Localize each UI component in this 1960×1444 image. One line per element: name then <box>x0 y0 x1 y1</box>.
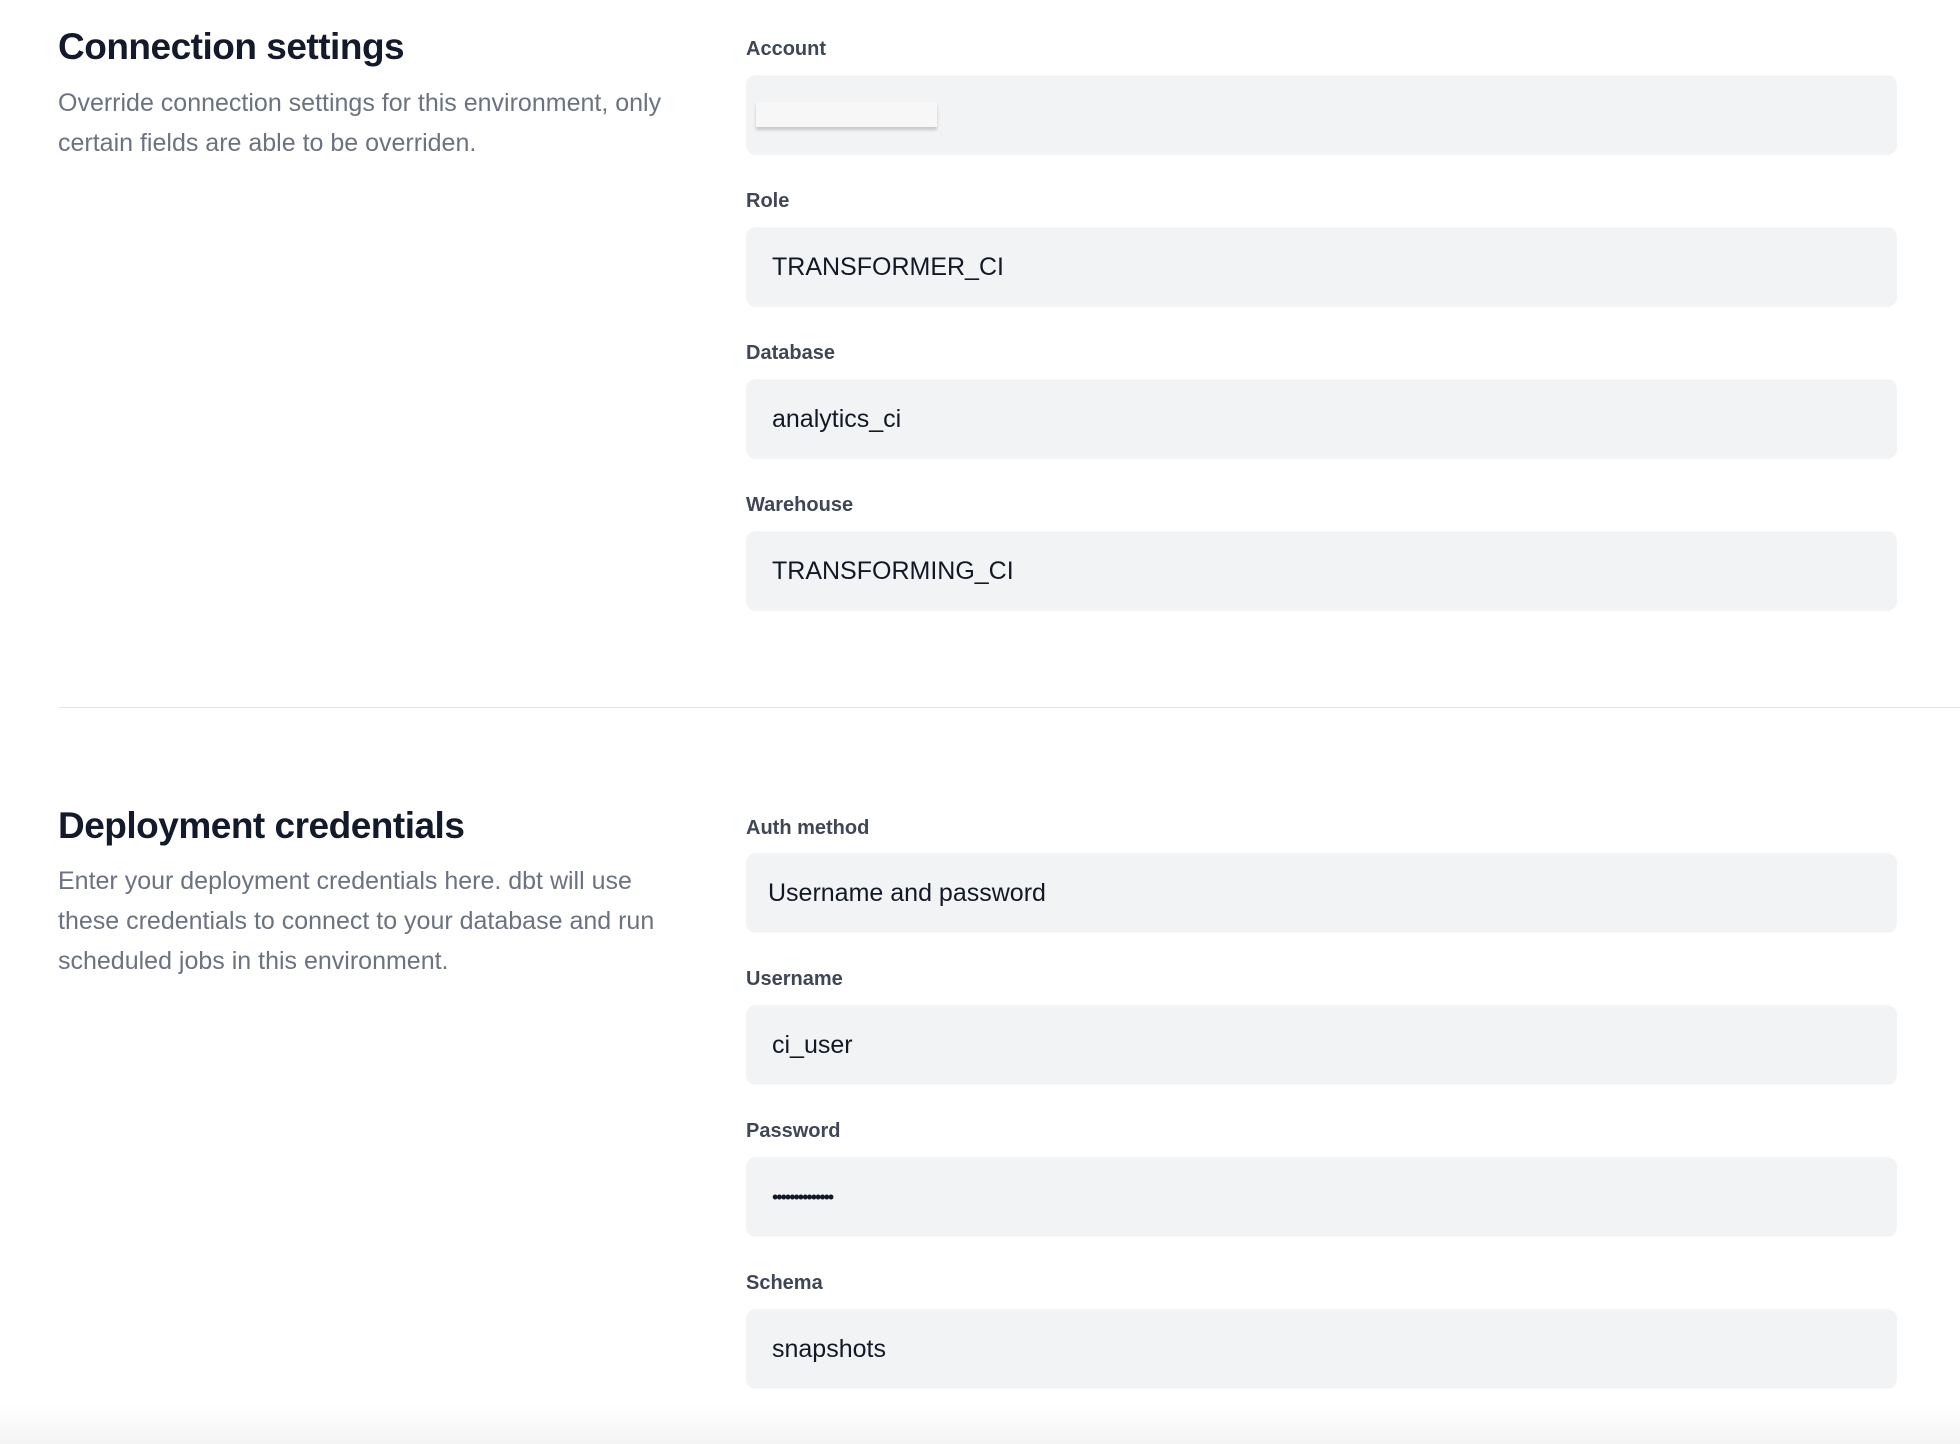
schema-label: Schema <box>746 1272 823 1294</box>
section-title: Connection settings <box>58 26 405 67</box>
password-label: Password <box>746 1120 841 1142</box>
redacted-value <box>756 102 937 127</box>
role-label: Role <box>746 190 790 212</box>
account-input[interactable] <box>746 75 1897 155</box>
username-input[interactable]: ci_user <box>746 1005 1897 1085</box>
auth-method-select[interactable]: Username and password <box>746 853 1897 933</box>
password-input[interactable]: •••••••••••••• <box>746 1157 1897 1237</box>
username-label: Username <box>746 968 843 990</box>
role-input[interactable]: TRANSFORMER_CI <box>746 227 1897 307</box>
section-description: Enter your deployment credentials here. … <box>58 867 655 975</box>
warehouse-input[interactable]: TRANSFORMING_CI <box>746 531 1897 611</box>
section-description: Override connection settings for this en… <box>58 89 662 157</box>
warehouse-label: Warehouse <box>746 494 854 516</box>
database-input[interactable]: analytics_ci <box>746 379 1897 459</box>
database-label: Database <box>746 342 835 364</box>
account-label: Account <box>746 38 826 60</box>
schema-input[interactable]: snapshots <box>746 1309 1897 1389</box>
auth-method-label: Auth method <box>746 817 870 839</box>
bottom-fade <box>0 1404 1960 1444</box>
section-divider <box>58 707 1960 708</box>
section-title: Deployment credentials <box>58 805 465 846</box>
